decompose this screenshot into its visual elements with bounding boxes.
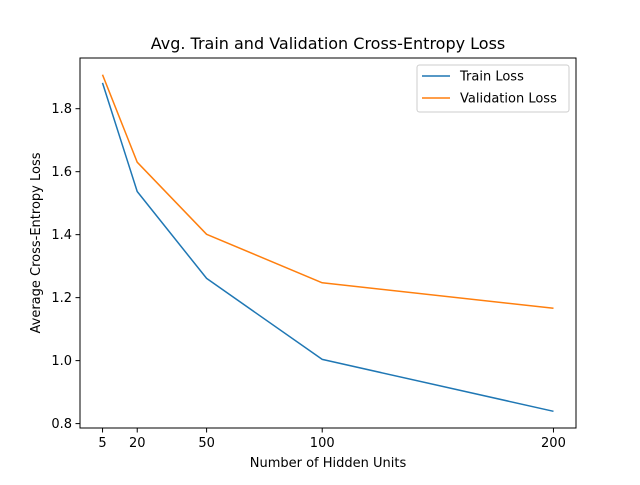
legend-box xyxy=(416,64,570,113)
y-tick-label: 0.8 xyxy=(51,417,72,432)
x-axis-label: Number of Hidden Units xyxy=(250,456,407,471)
legend-label-train-loss: Train Loss xyxy=(459,70,524,85)
chart-title: Avg. Train and Validation Cross-Entropy … xyxy=(151,34,506,53)
y-tick-label: 1.6 xyxy=(51,165,72,180)
x-tick-label: 100 xyxy=(310,436,335,451)
legend: Train Loss Validation Loss xyxy=(416,64,570,113)
plot-frame xyxy=(79,57,577,429)
x-tick-label: 20 xyxy=(129,436,146,451)
y-tick-label: 1.8 xyxy=(51,102,72,117)
y-axis-label: Average Cross-Entropy Loss xyxy=(29,152,44,333)
y-tick-label: 1.0 xyxy=(51,354,72,369)
y-tick-label: 1.2 xyxy=(51,291,72,306)
y-axis-ticks: 0.8 1.0 1.2 1.4 1.6 1.8 xyxy=(51,102,80,432)
y-tick-label: 1.4 xyxy=(51,228,72,243)
validation-loss-line xyxy=(101,74,554,310)
x-tick-label: 200 xyxy=(541,436,566,451)
series-layer xyxy=(101,74,554,413)
x-tick-label: 5 xyxy=(98,436,106,451)
x-tick-label: 50 xyxy=(198,436,215,451)
x-axis-ticks: 5 20 50 100 200 xyxy=(98,428,566,451)
train-loss-line xyxy=(101,82,554,413)
legend-label-validation-loss: Validation Loss xyxy=(460,92,557,107)
